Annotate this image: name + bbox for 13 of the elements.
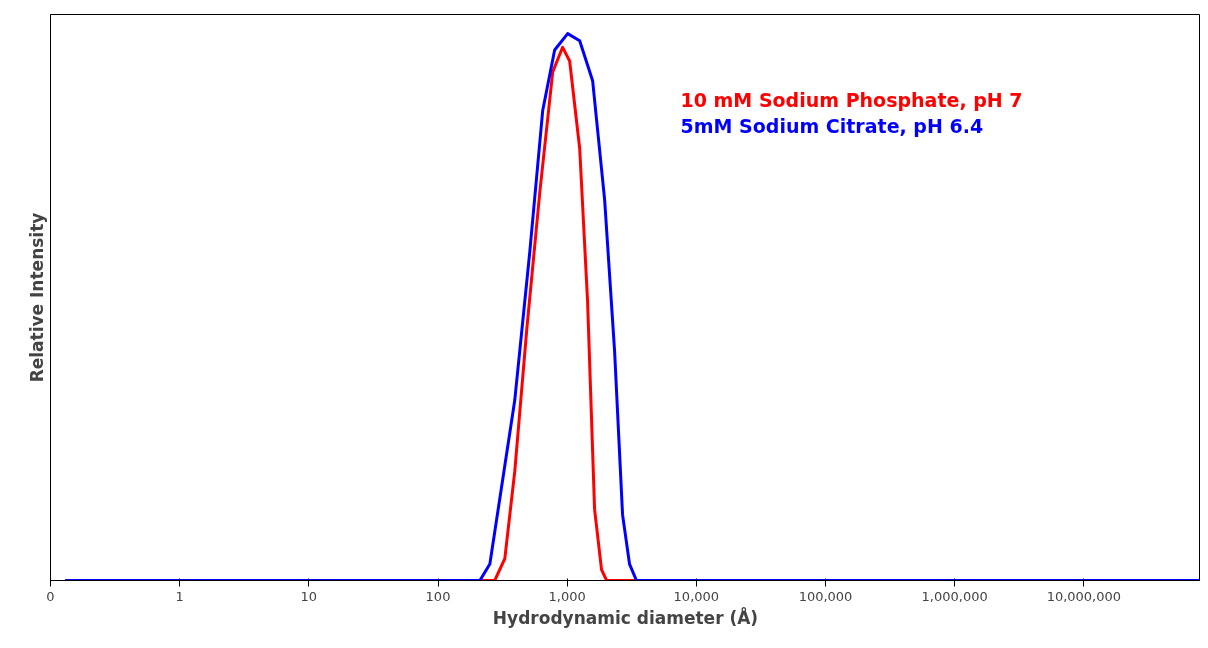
x-tick-label: 10 <box>300 588 318 604</box>
x-tick-label: 1,000 <box>548 588 586 604</box>
x-axis-title: Hydrodynamic diameter (Å) <box>492 605 759 628</box>
x-tick-label: 100 <box>425 588 451 604</box>
x-tick-label: 0 <box>46 588 55 604</box>
x-tick-label: 1,000,000 <box>921 588 988 604</box>
x-tick-label: 10,000,000 <box>1046 588 1122 604</box>
x-tick-label: 1 <box>175 588 184 604</box>
x-tick-label: 100,000 <box>798 588 853 604</box>
y-axis-title: Relative Intensity <box>26 212 47 383</box>
text: 5mM Sodium Citrate, pH 6.4 <box>680 114 984 137</box>
x-tick-label: 10,000 <box>673 588 720 604</box>
text: 10 mM Sodium Phosphate, pH 7 <box>680 88 1023 111</box>
